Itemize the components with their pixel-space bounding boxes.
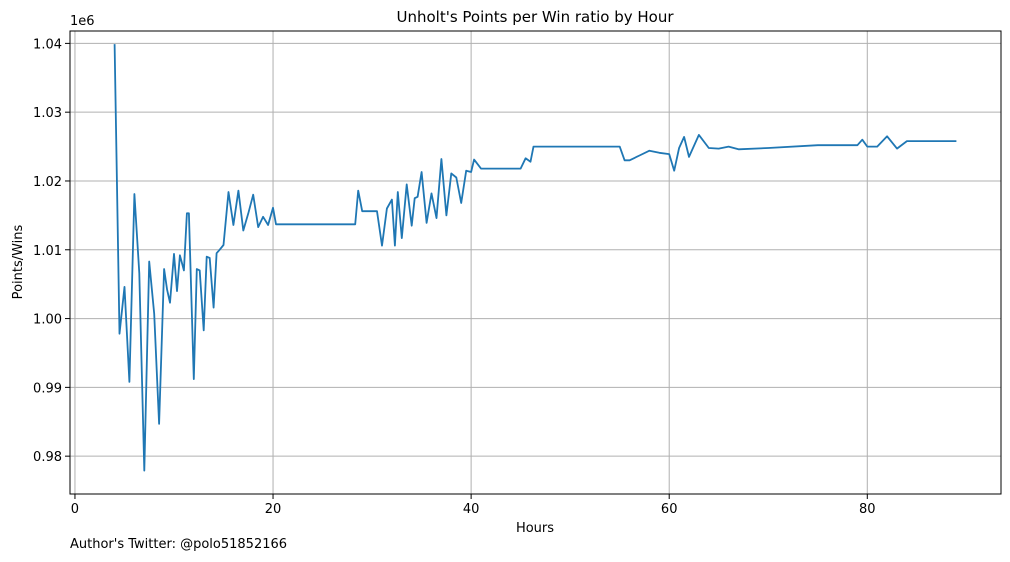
y-tick-label: 1.03 [33,106,62,121]
data-series [113,44,957,472]
y-tick-label: 1.01 [33,244,62,259]
y-tick-label: 1.02 [33,175,62,190]
series-line [113,44,957,472]
y-axis-ticks: 0.98 0.99 1.00 1.01 1.02 1.03 1.04 [33,37,70,465]
x-axis-label: Hours [516,521,554,536]
x-tick-label: 20 [265,502,282,517]
y-tick-label: 0.98 [33,450,62,465]
chart-title: Unholt's Points per Win ratio by Hour [396,8,674,26]
grid-lines [70,31,1001,494]
y-axis-label: Points/Wins [11,224,26,299]
y-tick-label: 1.04 [33,37,62,52]
y-tick-label: 0.99 [33,381,62,396]
y-tick-label: 1.00 [33,313,62,328]
x-tick-label: 60 [661,502,678,517]
x-tick-label: 80 [859,502,876,517]
x-tick-label: 40 [463,502,480,517]
author-footnote: Author's Twitter: @polo51852166 [70,537,288,552]
x-tick-label: 0 [71,502,79,517]
plot-frame [69,30,1002,495]
x-axis-ticks: 0 20 40 60 80 [71,494,876,517]
y-offset-label: 1e6 [70,14,95,29]
